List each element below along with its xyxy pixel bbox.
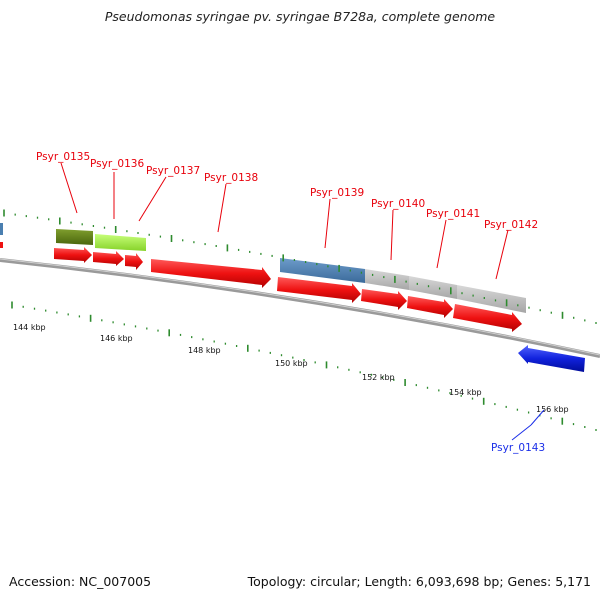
gene-label-psyr-0141: Psyr_0141 [426,208,480,220]
cds-arrow-psyr-0137 [125,253,143,270]
genome-backbone [0,258,600,358]
gene-label-psyr-0139: Psyr_0139 [310,187,364,199]
cog-bar-psyr-0142 [457,285,526,313]
scale-label: 148 kbp [188,346,221,355]
cds-arrow-psyr-0140 [361,289,407,310]
cds-arrow-psyr-0139 [277,277,361,303]
gene-label-psyr-0140: Psyr_0140 [371,198,425,210]
gene-label-psyr-0142: Psyr_0142 [484,219,538,231]
gene-labels: Psyr_0135 Psyr_0136 Psyr_0137 Psyr_0138 … [36,151,545,454]
scale-label: 144 kbp [13,323,46,332]
cog-bar-psyr-0139 [280,258,365,283]
gene-label-psyr-0137: Psyr_0137 [146,165,200,177]
gene-label-psyr-0136: Psyr_0136 [90,158,144,170]
scale-label: 156 kbp [536,405,569,414]
map-title: Pseudomonas syringae pv. syringae B728a,… [104,9,496,24]
cog-bar-psyr-0140 [365,269,409,290]
partial-cds-feature [0,242,3,248]
cds-arrow-psyr-0135 [54,247,92,263]
scale-labels: 144 kbp 146 kbp 148 kbp 150 kbp 152 kbp … [13,323,569,414]
cds-arrow-psyr-0141 [407,296,453,318]
cog-bar-psyr-0141 [409,276,457,299]
gene-label-psyr-0143: Psyr_0143 [491,442,545,454]
gene-label-psyr-0138: Psyr_0138 [204,172,258,184]
cog-track [56,229,526,313]
scale-label: 154 kbp [449,388,482,397]
forward-cds-track [54,247,522,332]
cog-bar-psyr-0135 [56,229,93,245]
gene-label-psyr-0135: Psyr_0135 [36,151,90,163]
cds-arrow-psyr-0143 [518,345,585,372]
genome-summary-text: Topology: circular; Length: 6,093,698 bp… [247,574,591,589]
label-leaders [60,162,545,441]
cds-arrow-psyr-0136 [93,251,124,266]
accession-text: Accession: NC_007005 [9,574,152,589]
partial-cog-feature [0,223,3,235]
cds-arrow-psyr-0142 [453,304,522,332]
cds-arrow-psyr-0138 [151,259,271,288]
scale-label: 150 kbp [275,359,308,368]
scale-label: 146 kbp [100,334,133,343]
scale-label: 152 kbp [362,373,395,382]
cog-bar-psyr-0136 [95,234,146,251]
